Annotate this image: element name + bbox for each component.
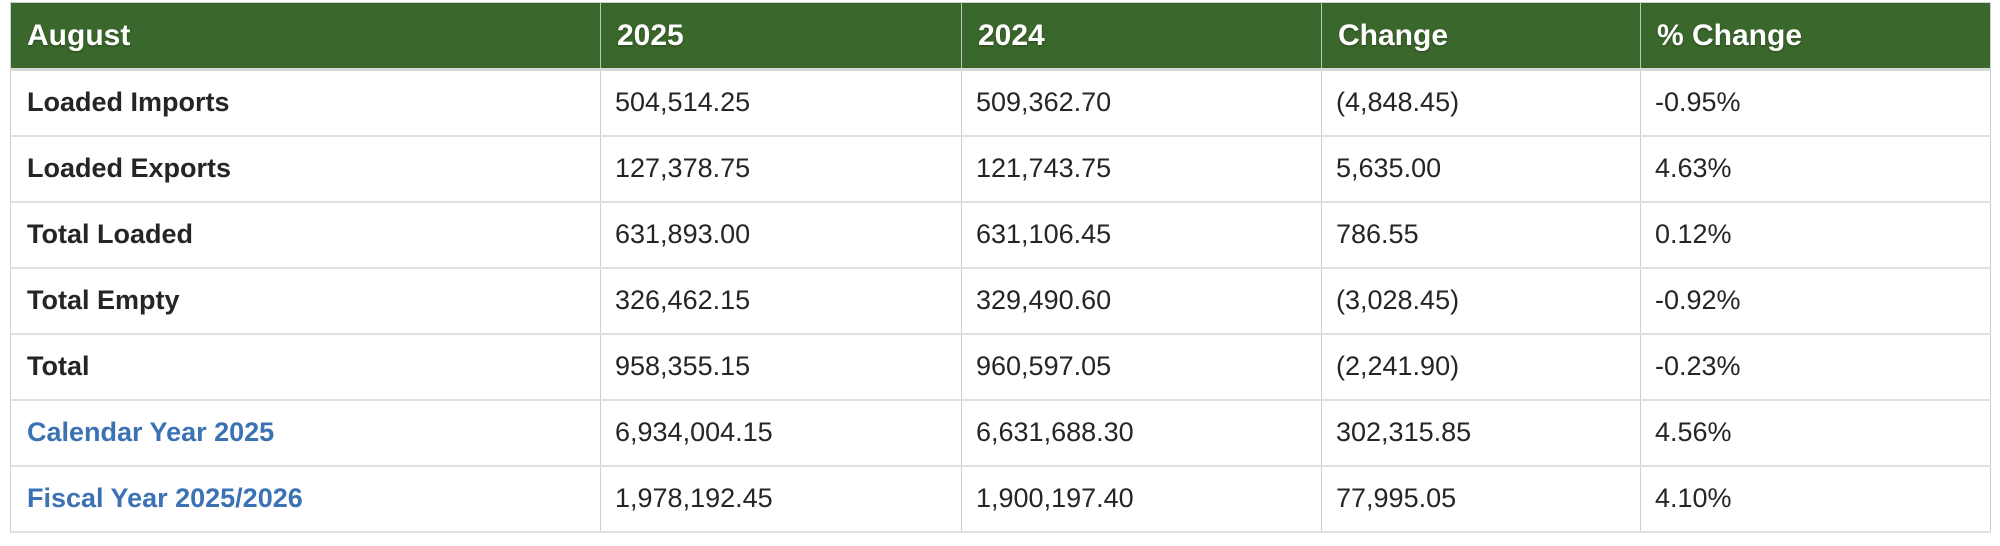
cell-pct-change: 4.10% — [1640, 465, 1991, 533]
column-header-2025: 2025 — [600, 2, 962, 71]
header-row: August 2025 2024 Change% Change — [10, 2, 1991, 71]
row-label-cell: Total Empty — [10, 267, 601, 335]
cell-2024: 329,490.60 — [961, 267, 1322, 335]
table-row-total: Total 958,355.15 960,597.05 (2,241.90) -0.23… — [10, 333, 1991, 401]
cell-change: (4,848.45) — [1321, 69, 1641, 137]
cell-2024: 6,631,688.30 — [961, 399, 1322, 467]
cell-pct-change: -0.95% — [1640, 69, 1991, 137]
cell-2025: 504,514.25 — [600, 69, 962, 137]
monthly-container-stats-table: August 2025 2024 Change% Change Loaded Impo… — [10, 2, 1991, 533]
cell-2025: 631,893.00 — [600, 201, 962, 269]
cell-2024: 1,900,197.40 — [961, 465, 1322, 533]
column-header-change: % Change — [1640, 2, 1991, 71]
cell-2024: 960,597.05 — [961, 333, 1322, 401]
cell-2025: 326,462.15 — [600, 267, 962, 335]
cell-2024: 121,743.75 — [961, 135, 1322, 203]
cell-2025: 958,355.15 — [600, 333, 962, 401]
row-label-cell: Loaded Imports — [10, 69, 601, 137]
cell-change: (3,028.45) — [1321, 267, 1641, 335]
row-label-text: Loaded Imports — [27, 87, 230, 118]
cell-change: 5,635.00 — [1321, 135, 1641, 203]
row-label-cell: Fiscal Year 2025/2026 — [10, 465, 601, 533]
row-label-text: Total Empty — [27, 285, 180, 315]
cell-pct-change: -0.92% — [1640, 267, 1991, 335]
table-row-total-loaded: Total Loaded 631,893.00 631,106.45 786.55 0.… — [10, 201, 1991, 269]
cell-pct-change: 0.12% — [1640, 201, 1991, 269]
row-link-calendar-year-2025[interactable]: Calendar Year 2025 — [27, 417, 275, 447]
cell-2024: 631,106.45 — [961, 201, 1322, 269]
row-label-cell: Total — [10, 333, 601, 401]
cell-pct-change: 4.63% — [1640, 135, 1991, 203]
cell-2025: 6,934,004.15 — [600, 399, 962, 467]
row-label-text: Loaded Exports — [27, 153, 232, 183]
column-header-august: August — [10, 2, 601, 71]
cell-change: (2,241.90) — [1321, 333, 1641, 401]
row-label-text: Total Loaded — [27, 219, 193, 249]
column-header-change: Change — [1321, 2, 1641, 71]
table-row-fiscal-year-2025-2026: Fiscal Year 2025/2026 1,978,192.45 1,900,1… — [10, 465, 1991, 533]
table-row-loaded-exports: Loaded Exports 127,378.75 121,743.75 5,635.… — [10, 135, 1991, 203]
row-label-cell: Loaded Exports — [10, 135, 601, 203]
cell-2025: 127,378.75 — [600, 135, 962, 203]
cell-pct-change: -0.23% — [1640, 333, 1991, 401]
table-row-loaded-imports: Loaded Imports 504,514.25 509,362.70 (4,848… — [10, 69, 1991, 137]
table-row-total-empty: Total Empty 326,462.15 329,490.60 (3,028.45… — [10, 267, 1991, 335]
cell-pct-change: 4.56% — [1640, 399, 1991, 467]
cell-change: 77,995.05 — [1321, 465, 1641, 533]
cell-2025: 1,978,192.45 — [600, 465, 962, 533]
table-header: August 2025 2024 Change% Change — [10, 2, 1991, 71]
cell-2024: 509,362.70 — [961, 69, 1322, 137]
row-link-fiscal-year-2025-2026[interactable]: Fiscal Year 2025/2026 — [27, 483, 303, 513]
row-label-cell: Calendar Year 2025 — [10, 399, 601, 467]
row-label-text: Total — [27, 351, 90, 381]
column-header-2024: 2024 — [961, 2, 1322, 71]
table-row-calendar-year-2025: Calendar Year 2025 6,934,004.15 6,631,688.… — [10, 399, 1991, 467]
cell-change: 786.55 — [1321, 201, 1641, 269]
cell-change: 302,315.85 — [1321, 399, 1641, 467]
table-body: Loaded Imports 504,514.25 509,362.70 (4,848… — [10, 69, 1991, 533]
row-label-cell: Total Loaded — [10, 201, 601, 269]
